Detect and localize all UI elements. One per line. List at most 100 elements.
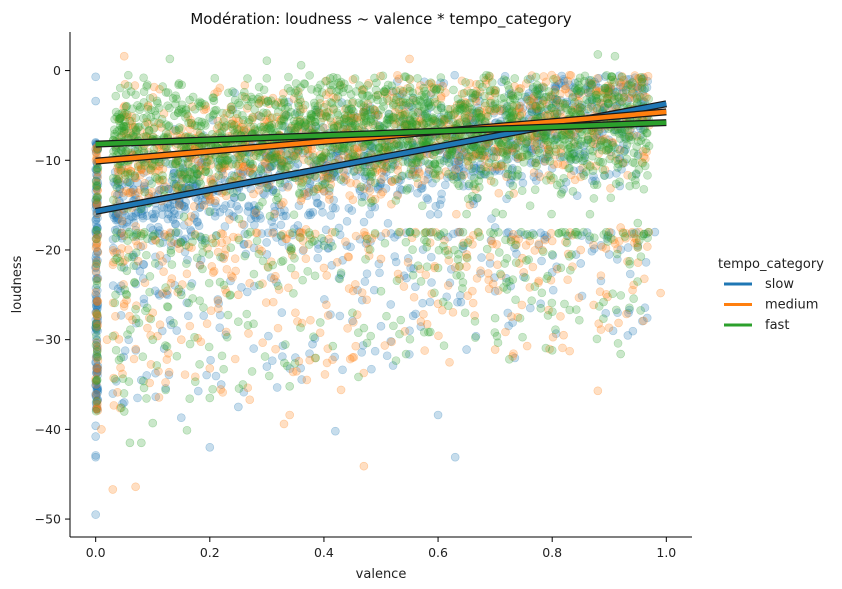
scatter-point-slow	[459, 167, 469, 176]
scatter-point-fast	[556, 189, 566, 199]
scatter-point-slow	[398, 89, 407, 99]
scatter-point-slow	[189, 213, 199, 223]
scatter-point-medium	[268, 297, 278, 307]
scatter-point-slow	[170, 209, 179, 219]
scatter-point-fast	[430, 94, 439, 104]
scatter-point-fast	[541, 133, 550, 143]
scatter-point-fast	[142, 250, 151, 260]
scatter-point-slow	[468, 112, 478, 121]
scatter-point-slow	[447, 172, 456, 181]
scatter-point-fast	[336, 175, 346, 184]
scatter-point-slow	[581, 85, 590, 95]
scatter-point-medium	[546, 228, 556, 238]
scatter-point-slow	[489, 147, 499, 156]
scatter-point-fast	[612, 249, 622, 259]
scatter-point-medium	[528, 262, 538, 272]
scatter-point-medium	[111, 311, 120, 321]
scatter-point-fast	[164, 122, 173, 131]
scatter-point-slow	[125, 178, 135, 187]
scatter-point-fast	[234, 98, 243, 108]
scatter-point-slow	[481, 169, 490, 179]
scatter-point-slow	[303, 210, 313, 220]
scatter-point-slow	[318, 208, 327, 217]
scatter-point-fast	[294, 146, 303, 156]
scatter-point-slow	[388, 86, 397, 96]
scatter-point-fast	[143, 234, 152, 243]
scatter-point-slow	[523, 135, 533, 145]
scatter-point-fast	[566, 265, 575, 275]
scatter-point-slow	[220, 156, 229, 165]
scatter-point-fast	[219, 117, 228, 126]
scatter-point-medium	[434, 331, 443, 341]
scatter-point-fast	[391, 356, 401, 365]
scatter-point-slow	[122, 222, 131, 232]
scatter-point-slow	[341, 171, 350, 180]
scatter-point-slow	[193, 386, 203, 396]
scatter-point-medium	[419, 309, 428, 319]
scatter-point-fast	[320, 179, 330, 188]
scatter-point-fast	[583, 135, 593, 145]
scatter-point-fast	[486, 228, 495, 237]
scatter-point-slow	[456, 155, 466, 164]
scatter-point-fast	[317, 110, 326, 120]
scatter-point-medium	[399, 282, 409, 291]
scatter-point-slow	[589, 172, 598, 181]
scatter-point-fast	[296, 323, 305, 332]
scatter-point-medium	[245, 278, 254, 288]
scatter-point-fast	[391, 86, 401, 95]
scatter-point-fast	[124, 177, 133, 187]
scatter-point-fast	[139, 376, 148, 386]
scatter-point-fast	[398, 97, 408, 107]
scatter-point-slow	[188, 180, 198, 189]
scatter-point-fast	[172, 351, 182, 361]
scatter-point-slow	[497, 106, 506, 115]
scatter-point-slow	[550, 81, 560, 91]
scatter-point-slow	[456, 171, 465, 180]
scatter-point-medium	[344, 252, 354, 262]
scatter-point-fast	[505, 354, 514, 364]
scatter-point-slow	[111, 211, 121, 221]
scatter-point-slow	[562, 97, 571, 107]
scatter-point-slow	[119, 192, 128, 201]
scatter-point-medium	[117, 216, 127, 226]
scatter-point-slow	[451, 160, 461, 170]
scatter-point-slow	[355, 184, 364, 194]
scatter-point-fast	[109, 195, 118, 205]
scatter-point-slow	[185, 180, 194, 190]
scatter-point-fast	[342, 104, 351, 113]
scatter-point-fast	[504, 140, 514, 149]
scatter-point-slow	[260, 161, 270, 171]
scatter-point-slow	[276, 162, 286, 171]
scatter-point-fast	[532, 139, 542, 148]
scatter-point-medium	[285, 410, 294, 420]
scatter-point-slow	[208, 115, 218, 125]
scatter-point-slow	[586, 92, 595, 102]
scatter-point-fast	[249, 269, 259, 279]
scatter-point-slow	[383, 218, 393, 228]
scatter-point-medium	[182, 269, 192, 279]
scatter-point-medium	[351, 341, 361, 351]
scatter-point-fast	[295, 188, 304, 198]
scatter-point-medium	[268, 228, 277, 238]
scatter-point-slow	[548, 91, 557, 101]
scatter-point-fast	[242, 94, 251, 104]
scatter-point-fast	[286, 263, 296, 273]
scatter-point-slow	[583, 82, 592, 91]
scatter-point-fast	[459, 88, 469, 98]
scatter-point-slow	[284, 181, 293, 190]
scatter-point-slow	[316, 201, 326, 210]
scatter-point-medium	[556, 312, 565, 321]
scatter-point-fast	[138, 113, 148, 123]
scatter-point-slow	[566, 133, 575, 142]
scatter-point-fast	[252, 236, 262, 246]
scatter-point-slow	[266, 152, 276, 161]
scatter-point-fast	[511, 295, 520, 305]
scatter-point-slow	[450, 70, 459, 80]
scatter-point-fast	[587, 80, 597, 90]
scatter-point-fast	[413, 261, 423, 270]
scatter-point-slow	[112, 225, 122, 234]
scatter-point-slow	[360, 171, 370, 180]
scatter-point-fast	[636, 72, 646, 82]
scatter-point-slow	[467, 171, 476, 180]
scatter-point-slow	[350, 166, 359, 176]
